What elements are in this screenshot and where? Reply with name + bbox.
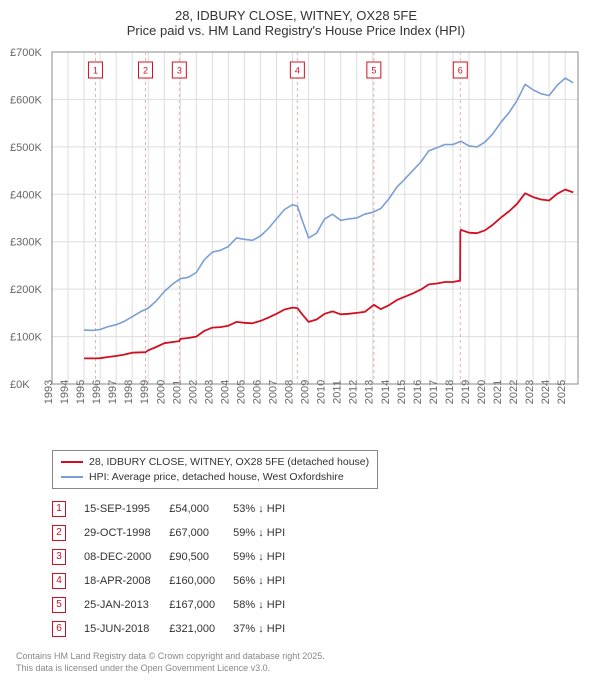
svg-text:2021: 2021 <box>492 380 504 404</box>
svg-text:1996: 1996 <box>91 380 103 404</box>
svg-text:2025: 2025 <box>556 380 568 404</box>
sale-date: 08-DEC-2000 <box>84 545 169 569</box>
svg-text:2015: 2015 <box>396 380 408 404</box>
legend-label: 28, IDBURY CLOSE, WITNEY, OX28 5FE (deta… <box>89 455 369 470</box>
svg-text:6: 6 <box>458 65 463 75</box>
svg-text:2019: 2019 <box>460 380 472 404</box>
sale-price: £160,000 <box>169 569 233 593</box>
sale-pct: 37% ↓ HPI <box>233 617 303 641</box>
svg-text:£200K: £200K <box>10 284 42 296</box>
sale-pct: 56% ↓ HPI <box>233 569 303 593</box>
sale-price: £54,000 <box>169 497 233 521</box>
legend-swatch <box>61 461 83 463</box>
chart-title-line1: 28, IDBURY CLOSE, WITNEY, OX28 5FE <box>8 8 584 23</box>
sale-marker: 5 <box>52 597 66 613</box>
svg-text:£100K: £100K <box>10 332 42 344</box>
svg-text:2005: 2005 <box>235 380 247 404</box>
sale-pct: 59% ↓ HPI <box>233 521 303 545</box>
chart-title-line2: Price paid vs. HM Land Registry's House … <box>8 23 584 38</box>
sale-date: 18-APR-2008 <box>84 569 169 593</box>
svg-text:£700K: £700K <box>10 47 42 59</box>
svg-text:1998: 1998 <box>123 380 135 404</box>
svg-text:2016: 2016 <box>412 380 424 404</box>
svg-text:3: 3 <box>177 65 182 75</box>
svg-text:1994: 1994 <box>59 380 71 404</box>
sale-marker: 4 <box>52 573 66 589</box>
svg-text:2007: 2007 <box>268 380 280 404</box>
footnote: Contains HM Land Registry data © Crown c… <box>16 651 584 674</box>
legend-item: HPI: Average price, detached house, West… <box>61 470 369 485</box>
svg-text:2010: 2010 <box>316 380 328 404</box>
legend-swatch <box>61 476 83 478</box>
svg-text:2012: 2012 <box>348 380 360 404</box>
table-row: 4 18-APR-2008£160,00056% ↓ HPI <box>52 569 303 593</box>
svg-text:2018: 2018 <box>444 380 456 404</box>
sale-price: £167,000 <box>169 593 233 617</box>
svg-text:2014: 2014 <box>380 380 392 404</box>
table-row: 6 15-JUN-2018£321,00037% ↓ HPI <box>52 617 303 641</box>
sale-marker: 6 <box>52 621 66 637</box>
svg-text:2004: 2004 <box>219 380 231 404</box>
svg-text:5: 5 <box>371 65 376 75</box>
sale-date: 15-SEP-1995 <box>84 497 169 521</box>
svg-text:£300K: £300K <box>10 237 42 249</box>
svg-text:1993: 1993 <box>43 380 55 404</box>
sale-pct: 53% ↓ HPI <box>233 497 303 521</box>
sale-date: 15-JUN-2018 <box>84 617 169 641</box>
chart-title-block: 28, IDBURY CLOSE, WITNEY, OX28 5FE Price… <box>8 8 584 38</box>
table-row: 3 08-DEC-2000£90,50059% ↓ HPI <box>52 545 303 569</box>
table-row: 1 15-SEP-1995£54,00053% ↓ HPI <box>52 497 303 521</box>
sale-pct: 58% ↓ HPI <box>233 593 303 617</box>
svg-text:2008: 2008 <box>284 380 296 404</box>
chart-area: £0K £100K £200K £300K £400K £500K £600K £700K 19… <box>8 44 584 444</box>
svg-text:£400K: £400K <box>10 189 42 201</box>
table-row: 5 25-JAN-2013£167,00058% ↓ HPI <box>52 593 303 617</box>
svg-text:2: 2 <box>143 65 148 75</box>
svg-text:£0K: £0K <box>10 379 30 391</box>
svg-text:2023: 2023 <box>524 380 536 404</box>
sale-price: £67,000 <box>169 521 233 545</box>
price-chart: £0K £100K £200K £300K £400K £500K £600K £700K 19… <box>8 44 584 444</box>
svg-text:2001: 2001 <box>171 380 183 404</box>
footnote-line1: Contains HM Land Registry data © Crown c… <box>16 651 584 663</box>
svg-text:£600K: £600K <box>10 94 42 106</box>
svg-text:4: 4 <box>295 65 300 75</box>
svg-text:2006: 2006 <box>251 380 263 404</box>
svg-text:2002: 2002 <box>187 380 199 404</box>
sales-table: 1 15-SEP-1995£54,00053% ↓ HPI 2 29-OCT-1998… <box>52 497 303 641</box>
svg-text:2017: 2017 <box>428 380 440 404</box>
svg-text:1997: 1997 <box>107 380 119 404</box>
svg-text:2022: 2022 <box>508 380 520 404</box>
legend-label: HPI: Average price, detached house, West… <box>89 470 344 485</box>
svg-text:1995: 1995 <box>75 380 87 404</box>
svg-text:2000: 2000 <box>155 380 167 404</box>
svg-text:£500K: £500K <box>10 142 42 154</box>
legend: 28, IDBURY CLOSE, WITNEY, OX28 5FE (deta… <box>52 450 378 489</box>
svg-text:2003: 2003 <box>203 380 215 404</box>
svg-text:2020: 2020 <box>476 380 488 404</box>
sale-marker: 3 <box>52 549 66 565</box>
sale-date: 25-JAN-2013 <box>84 593 169 617</box>
svg-text:1: 1 <box>93 65 98 75</box>
table-row: 2 29-OCT-1998£67,00059% ↓ HPI <box>52 521 303 545</box>
sale-price: £90,500 <box>169 545 233 569</box>
legend-item: 28, IDBURY CLOSE, WITNEY, OX28 5FE (deta… <box>61 455 369 470</box>
sale-marker: 1 <box>52 501 66 517</box>
sale-date: 29-OCT-1998 <box>84 521 169 545</box>
svg-text:2024: 2024 <box>540 380 552 404</box>
sale-pct: 59% ↓ HPI <box>233 545 303 569</box>
sale-price: £321,000 <box>169 617 233 641</box>
svg-text:2009: 2009 <box>300 380 312 404</box>
footnote-line2: This data is licensed under the Open Gov… <box>16 663 584 675</box>
sale-marker: 2 <box>52 525 66 541</box>
